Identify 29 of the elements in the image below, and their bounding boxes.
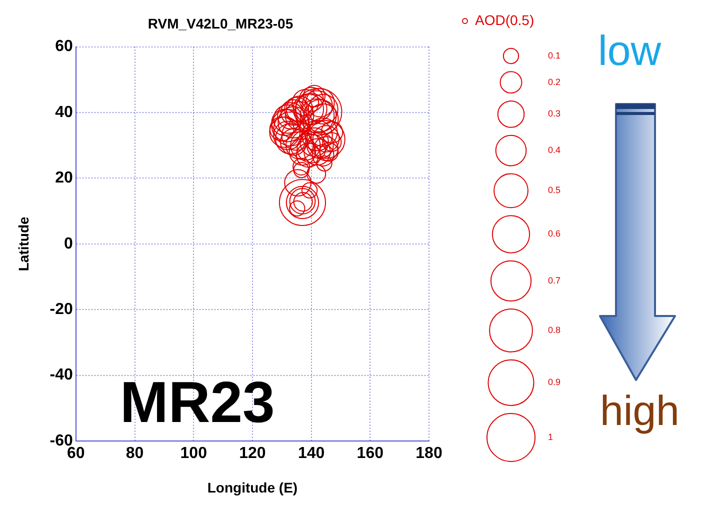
x-tick-label: 80 bbox=[126, 445, 144, 462]
chart-title: RVM_V42L0_MR23-05 bbox=[148, 15, 294, 32]
legend-label: 0.7 bbox=[548, 275, 561, 286]
legend-label: 0.3 bbox=[548, 108, 561, 119]
y-tick-label: 20 bbox=[55, 170, 74, 187]
annotation: MR23 bbox=[120, 370, 275, 435]
legend-label: 0.4 bbox=[548, 145, 561, 156]
legend-label: 1 bbox=[548, 432, 554, 442]
legend-label: AOD(0.5) bbox=[475, 12, 534, 28]
y-tick-label: 0 bbox=[64, 235, 74, 252]
legend-label: 0.9 bbox=[548, 377, 561, 388]
legend-label: 0.6 bbox=[548, 228, 561, 239]
x-tick-label: 160 bbox=[356, 445, 384, 462]
x-tick-label: 120 bbox=[239, 445, 266, 462]
x-tick-label: 100 bbox=[180, 445, 208, 462]
legend-label: 0.2 bbox=[548, 76, 561, 87]
legend-label: 0.8 bbox=[548, 324, 561, 335]
x-axis-title: Longitude (E) bbox=[207, 479, 298, 496]
text: low bbox=[598, 27, 662, 74]
text: high bbox=[600, 387, 680, 434]
y-axis-title: Latitude bbox=[15, 216, 32, 272]
x-tick-label: 140 bbox=[298, 445, 325, 462]
y-tick-label: 60 bbox=[55, 38, 74, 56]
y-tick-label: -20 bbox=[50, 301, 74, 318]
legend-label: 0.1 bbox=[548, 50, 561, 60]
y-tick-label: 40 bbox=[55, 104, 74, 121]
x-tick-label: 180 bbox=[416, 445, 442, 462]
legend-label: 0.5 bbox=[548, 185, 561, 196]
y-tick-label: -40 bbox=[50, 366, 74, 384]
